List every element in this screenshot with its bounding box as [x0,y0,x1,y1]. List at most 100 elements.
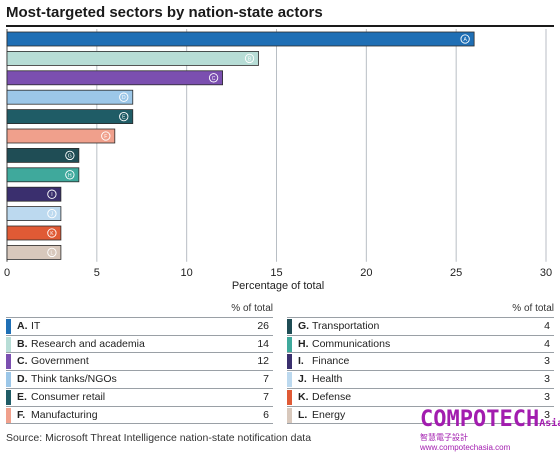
bar-A [6,31,475,47]
bar-marker-label-D: D [122,95,126,101]
legend-row-C: C. Government 12 [6,352,273,370]
x-tick-label-20: 20 [360,267,372,279]
title-rule [6,25,554,27]
bar-marker-label-K: K [50,231,54,237]
legend-value: 7 [263,373,269,386]
legend-header-right: % of total [512,303,554,314]
legend-row-D: D. Think tanks/NGOs 7 [6,370,273,388]
legend-letter: A. [17,320,28,332]
legend-letter: K. [298,390,309,403]
legend-swatch [6,354,11,370]
bar-marker-label-G: G [68,153,72,159]
legend-row-B: B. Research and academia 14 [6,334,273,352]
legend-swatch [6,389,11,405]
legend-letter: D. [17,373,28,386]
bar-marker-label-E: E [122,115,126,121]
legend-value: 4 [544,320,550,332]
bar-marker-J [47,208,57,219]
bar-marker-G [65,150,75,161]
bar-marker-B [244,53,255,64]
bar-marker-C [208,73,219,83]
legend-letter: J. [298,373,307,386]
legend-name: Finance [312,355,350,368]
legend-row-J: J. Health 3 [287,370,554,388]
bar-I [6,186,62,202]
legend-value: 4 [544,337,550,350]
bar-marker-label-C: C [212,76,216,82]
legend-letter: H. [298,337,309,350]
bar-K [6,225,62,241]
bar-chart: A B C D E F G H I J K L 0 5 10 15 20 25 30 Percentage of to… [4,29,552,292]
bar-B [6,51,259,66]
legend-swatch [6,319,11,334]
bar-marker-label-B: B [248,56,252,62]
legend-letter: B. [17,337,28,350]
legend-name: Government [31,355,89,368]
legend-swatch [6,336,11,352]
legend-letter: I. [298,355,304,368]
legend-left: % of total A. IT 26 B. Research and academia… [6,303,273,425]
bar-marker-label-I: I [51,192,52,198]
legend-name: Energy [312,408,346,421]
legend-swatch [287,336,292,352]
legend-name: Defense [312,390,352,403]
legend-swatch [6,372,11,388]
legend-row-E: E. Consumer retail 7 [6,387,273,405]
legend-row-A: A. IT 26 [6,317,273,334]
watermark-logo: COMPOTECHAsia [420,407,560,432]
legend-swatch [287,319,292,334]
legend-row-K: K. Defense 3 [287,387,554,405]
bar-marker-L [47,247,57,258]
bar-marker-D [119,92,129,102]
legend-value: 26 [257,320,269,332]
legend-value: 14 [257,337,269,350]
bar-J [6,206,62,222]
source-note: Source: Microsoft Threat Intelligence na… [6,432,312,444]
legend-value: 6 [263,408,269,421]
legend-swatch [6,407,11,423]
legend-value: 3 [544,355,550,368]
legend-swatch [287,372,292,388]
legend-swatch [287,354,292,370]
legend-row-F: F. Manufacturing 6 [6,405,273,423]
bar-marker-label-L: L [51,250,54,256]
legend-right: % of total G. Transportation 4 H. Communicat… [287,303,554,425]
legend-name: Think tanks/NGOs [31,373,117,386]
legend-row-G: G. Transportation 4 [287,317,554,334]
bar-marker-label-F: F [104,134,107,140]
bar-marker-A [460,34,470,44]
legend-name: Transportation [312,320,380,332]
legend-letter: E. [17,390,27,403]
x-axis-title: Percentage of total [232,280,324,292]
bar-L [6,244,62,260]
legend-row-L: L. Energy 3 [287,405,554,423]
x-tick-label-5: 5 [94,267,100,279]
bar-marker-K [47,228,57,238]
legend-end-rule [6,423,273,425]
bar-marker-F [101,131,111,141]
legend-letter: C. [17,355,28,368]
bar-marker-label-J: J [51,212,54,218]
legend-name: Manufacturing [31,408,98,421]
legend-row-I: I. Finance 3 [287,352,554,370]
bar-G [6,147,80,163]
legend-swatch [287,389,292,405]
x-tick-label-15: 15 [270,267,282,279]
bar-marker-E [119,111,129,122]
legend-value: 3 [544,390,550,403]
legend-value: 3 [544,408,550,421]
bar-H [6,167,80,183]
x-tick-label-0: 0 [4,267,10,279]
x-tick-label-30: 30 [540,267,552,279]
legend-row-H: H. Communications 4 [287,334,554,352]
bar-F [6,128,116,144]
legend-header-left: % of total [231,303,273,314]
bar-D [6,89,134,105]
legend-value: 7 [263,390,269,403]
x-tick-label-25: 25 [450,267,462,279]
x-tick-label-10: 10 [181,267,193,279]
legend-name: Health [312,373,343,386]
bar-marker-H [65,170,75,180]
legend-end-rule [287,423,554,425]
bar-C [6,70,224,86]
